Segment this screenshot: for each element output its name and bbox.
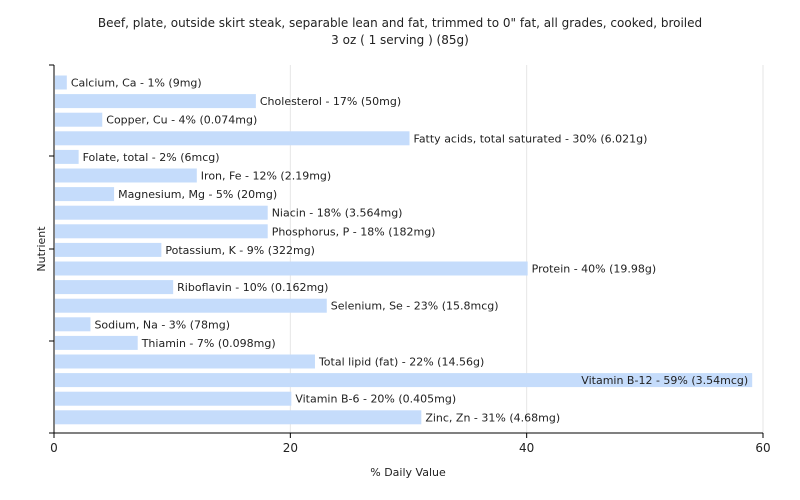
x-tick-label: 20 bbox=[283, 441, 298, 455]
chart-title: Beef, plate, outside skirt steak, separa… bbox=[98, 16, 702, 30]
bar bbox=[55, 149, 79, 164]
bar bbox=[55, 187, 115, 202]
bar-label: Vitamin B-12 - 59% (3.54mcg) bbox=[581, 374, 748, 387]
bar-label: Magnesium, Mg - 5% (20mg) bbox=[118, 188, 277, 201]
bar-label: Total lipid (fat) - 22% (14.56g) bbox=[318, 356, 484, 369]
bar bbox=[55, 242, 162, 257]
bars: Calcium, Ca - 1% (9mg) Cholesterol - 17% … bbox=[55, 75, 753, 425]
bar bbox=[55, 280, 174, 295]
bar bbox=[55, 373, 753, 388]
bar-label: Fatty acids, total saturated - 30% (6.02… bbox=[414, 132, 648, 145]
bar bbox=[55, 168, 197, 183]
x-tick-label: 0 bbox=[50, 441, 58, 455]
bar-label: Folate, total - 2% (6mcg) bbox=[83, 151, 220, 164]
bar bbox=[55, 112, 103, 127]
x-tick-label: 40 bbox=[519, 441, 534, 455]
bar-label: Sodium, Na - 3% (78mg) bbox=[94, 318, 230, 331]
bar-label: Protein - 40% (19.98g) bbox=[532, 263, 657, 276]
bar bbox=[55, 317, 91, 332]
bar-label: Riboflavin - 10% (0.162mg) bbox=[177, 281, 328, 294]
bar-label: Thiamin - 7% (0.098mg) bbox=[141, 337, 276, 350]
bar bbox=[55, 261, 528, 276]
bar-label: Phosphorus, P - 18% (182mg) bbox=[272, 225, 436, 238]
axes bbox=[49, 64, 763, 434]
bar bbox=[55, 94, 256, 109]
y-axis-label: Nutrient bbox=[35, 226, 48, 272]
bar-label: Selenium, Se - 23% (15.8mcg) bbox=[331, 300, 499, 313]
bar bbox=[55, 335, 138, 350]
bar bbox=[55, 298, 327, 313]
bar-label: Calcium, Ca - 1% (9mg) bbox=[71, 77, 202, 90]
x-axis-label: % Daily Value bbox=[370, 466, 446, 479]
grid-lines bbox=[289, 65, 764, 433]
x-tick-label: 60 bbox=[755, 441, 770, 455]
bar-label: Zinc, Zn - 31% (4.68mg) bbox=[425, 411, 560, 424]
bar bbox=[55, 391, 292, 406]
bar-label: Iron, Fe - 12% (2.19mg) bbox=[201, 170, 331, 183]
x-ticks: 0 20 40 60 bbox=[50, 433, 771, 455]
bar bbox=[55, 224, 268, 239]
chart-subtitle: 3 oz ( 1 serving ) (85g) bbox=[331, 33, 469, 47]
bar-label: Copper, Cu - 4% (0.074mg) bbox=[106, 114, 257, 127]
bar-label: Niacin - 18% (3.564mg) bbox=[272, 207, 403, 220]
bar bbox=[55, 354, 315, 369]
bar bbox=[55, 75, 67, 90]
bar bbox=[55, 410, 422, 425]
bar-label: Cholesterol - 17% (50mg) bbox=[260, 95, 401, 108]
bar bbox=[55, 131, 410, 146]
bar bbox=[55, 205, 268, 220]
bar-label: Vitamin B-6 - 20% (0.405mg) bbox=[295, 393, 456, 406]
bar-label: Potassium, K - 9% (322mg) bbox=[165, 244, 315, 257]
